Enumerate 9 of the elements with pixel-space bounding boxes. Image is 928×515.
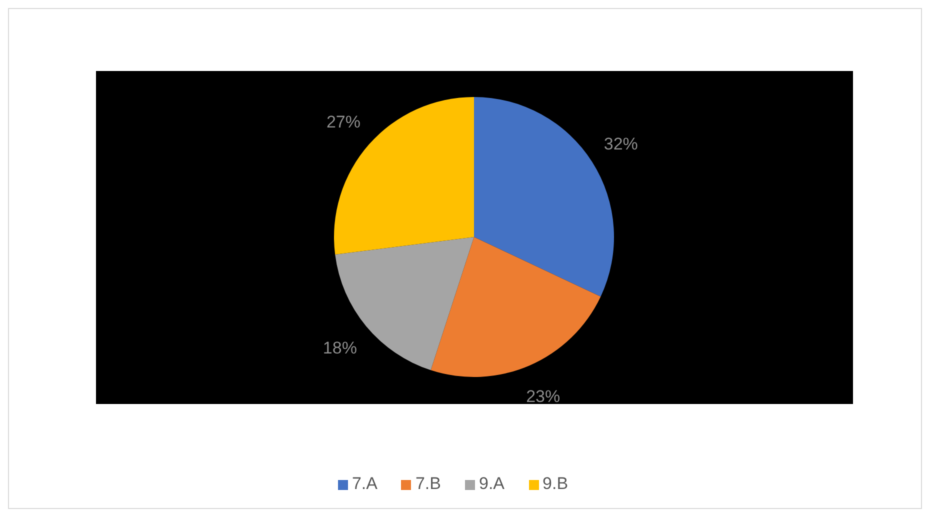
legend-label: 7.B [415, 474, 441, 493]
data-label: 18% [322, 338, 357, 358]
legend-label: 7.A [352, 474, 378, 493]
data-label: 27% [326, 112, 360, 132]
pie-slice [430, 237, 601, 377]
legend-label: 9.B [542, 474, 568, 493]
legend-label: 9.A [479, 474, 505, 493]
data-label: 23% [526, 387, 560, 406]
data-label: 32% [604, 134, 638, 154]
